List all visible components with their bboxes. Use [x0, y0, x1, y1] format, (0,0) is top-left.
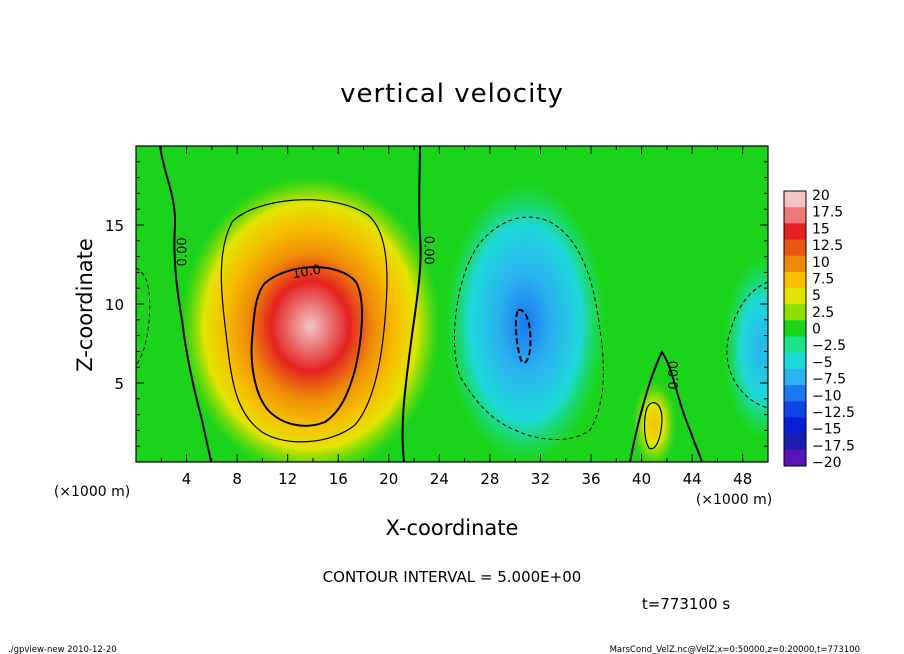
y-tick-label: 5 [114, 375, 124, 393]
contour-zero-left [159, 146, 212, 462]
footer-left: ./gpview-new 2010-12-20 [8, 645, 117, 654]
contour-label: 0.00 [667, 361, 682, 390]
colorbar-label: −15 [812, 422, 842, 438]
x-tick-label: 16 [329, 470, 348, 488]
x-tick-label: 32 [531, 470, 550, 488]
y-axis-ticks: 5 10 15 [105, 161, 768, 447]
x-tick-label: 44 [683, 470, 702, 488]
y-tick-label: 10 [105, 296, 124, 314]
colorbar-label: 2.5 [812, 305, 834, 321]
colorbar-swatch [784, 433, 806, 451]
colorbar-label: −5 [812, 355, 833, 371]
colorbar-labels: 2017.51512.5107.552.50−2.5−5−7.5−10−12.5… [812, 188, 855, 471]
colorbar-label: 17.5 [812, 205, 843, 221]
colorbar-label: 5 [812, 288, 821, 304]
contour-label: 0.00 [420, 236, 435, 265]
x-tick-label: 12 [278, 470, 297, 488]
colorbar-swatch [784, 255, 806, 273]
x-unit-label-left: (×1000 m) [54, 484, 130, 500]
x-axis-title: X-coordinate [386, 516, 519, 540]
colorbar-swatch [784, 385, 806, 402]
x-tick-label: 28 [480, 470, 499, 488]
colorbar-frame [783, 190, 807, 467]
colorbar-swatch [784, 449, 806, 467]
time-label: t=773100 s [642, 595, 730, 613]
contour-neg-ten [514, 308, 532, 364]
contour-label: 0.00 [175, 237, 190, 266]
x-tick-label: 48 [733, 470, 752, 488]
colorbar-label: 7.5 [812, 271, 834, 287]
contour-zero-right [629, 350, 703, 462]
contour-label: 10.0 [291, 263, 322, 283]
colorbar-swatch [784, 288, 806, 305]
colorbar-swatch [784, 401, 806, 418]
y-tick-label: 15 [105, 217, 124, 235]
contour-ten [250, 266, 363, 427]
y-axis-title: Z-coordinate [73, 238, 97, 372]
colorbar-swatch [784, 320, 806, 338]
x-tick-label: 20 [379, 470, 398, 488]
chart-title: vertical velocity [340, 79, 564, 109]
colorbar-label: −2.5 [812, 338, 846, 354]
colorbar-label: −20 [812, 455, 842, 471]
updraft-core-shading [180, 176, 441, 462]
colorbar: 2017.51512.5107.552.50−2.5−5−7.5−10−12.5… [783, 188, 855, 471]
colorbar-label: 15 [812, 221, 830, 237]
plot-area: 0.00 0.00 10.0 0.00 [136, 146, 768, 462]
colorbar-swatch [784, 223, 806, 241]
colorbar-label: −7.5 [812, 372, 846, 388]
colorbar-label: −12.5 [812, 405, 855, 421]
colorbar-swatch [784, 207, 806, 224]
colorbar-label: 12.5 [812, 238, 843, 254]
x-axis-ticks: 4 8 12 16 20 24 28 32 36 40 44 48 [160, 146, 752, 488]
colorbar-label: 0 [812, 322, 821, 338]
x-tick-label: 40 [632, 470, 651, 488]
secondary-updraft-shading [632, 380, 677, 462]
contour-zero-mid [401, 146, 422, 462]
contour-neg-five [453, 216, 604, 440]
downdraft-shading [445, 183, 606, 462]
contour-five [220, 199, 388, 443]
x-tick-label: 8 [232, 470, 242, 488]
contour-five-small [643, 402, 663, 450]
x-unit-label-right: (×1000 m) [696, 492, 772, 508]
colorbar-label: 10 [812, 255, 830, 271]
contour-labels: 0.00 0.00 10.0 0.00 [175, 236, 682, 390]
x-tick-label: 36 [581, 470, 600, 488]
footer-right: MarsCond_VelZ.nc@VelZ,x=0:50000,z=0:2000… [610, 645, 860, 654]
colorbar-label: 20 [812, 188, 830, 204]
edge-downdraft-shading [723, 258, 768, 439]
colorbar-swatch [784, 336, 806, 354]
colorbar-swatch [784, 239, 806, 257]
contour-neg-left-edge [136, 267, 151, 366]
colorbar-swatch [784, 304, 806, 321]
contour-neg-right-edge [726, 281, 768, 409]
colorbar-label: −17.5 [812, 438, 855, 454]
x-tick-label: 4 [182, 470, 192, 488]
colorbar-swatch [784, 352, 806, 370]
colorbar-label: −10 [812, 388, 842, 404]
colorbar-swatch [784, 191, 806, 208]
contour-interval-text: CONTOUR INTERVAL = 5.000E+00 [323, 568, 582, 586]
colorbar-swatch [784, 271, 806, 289]
colorbar-swatch [784, 417, 806, 435]
colorbar-swatch [784, 368, 806, 386]
colorbar-swatches [784, 191, 806, 467]
x-tick-label: 24 [430, 470, 449, 488]
